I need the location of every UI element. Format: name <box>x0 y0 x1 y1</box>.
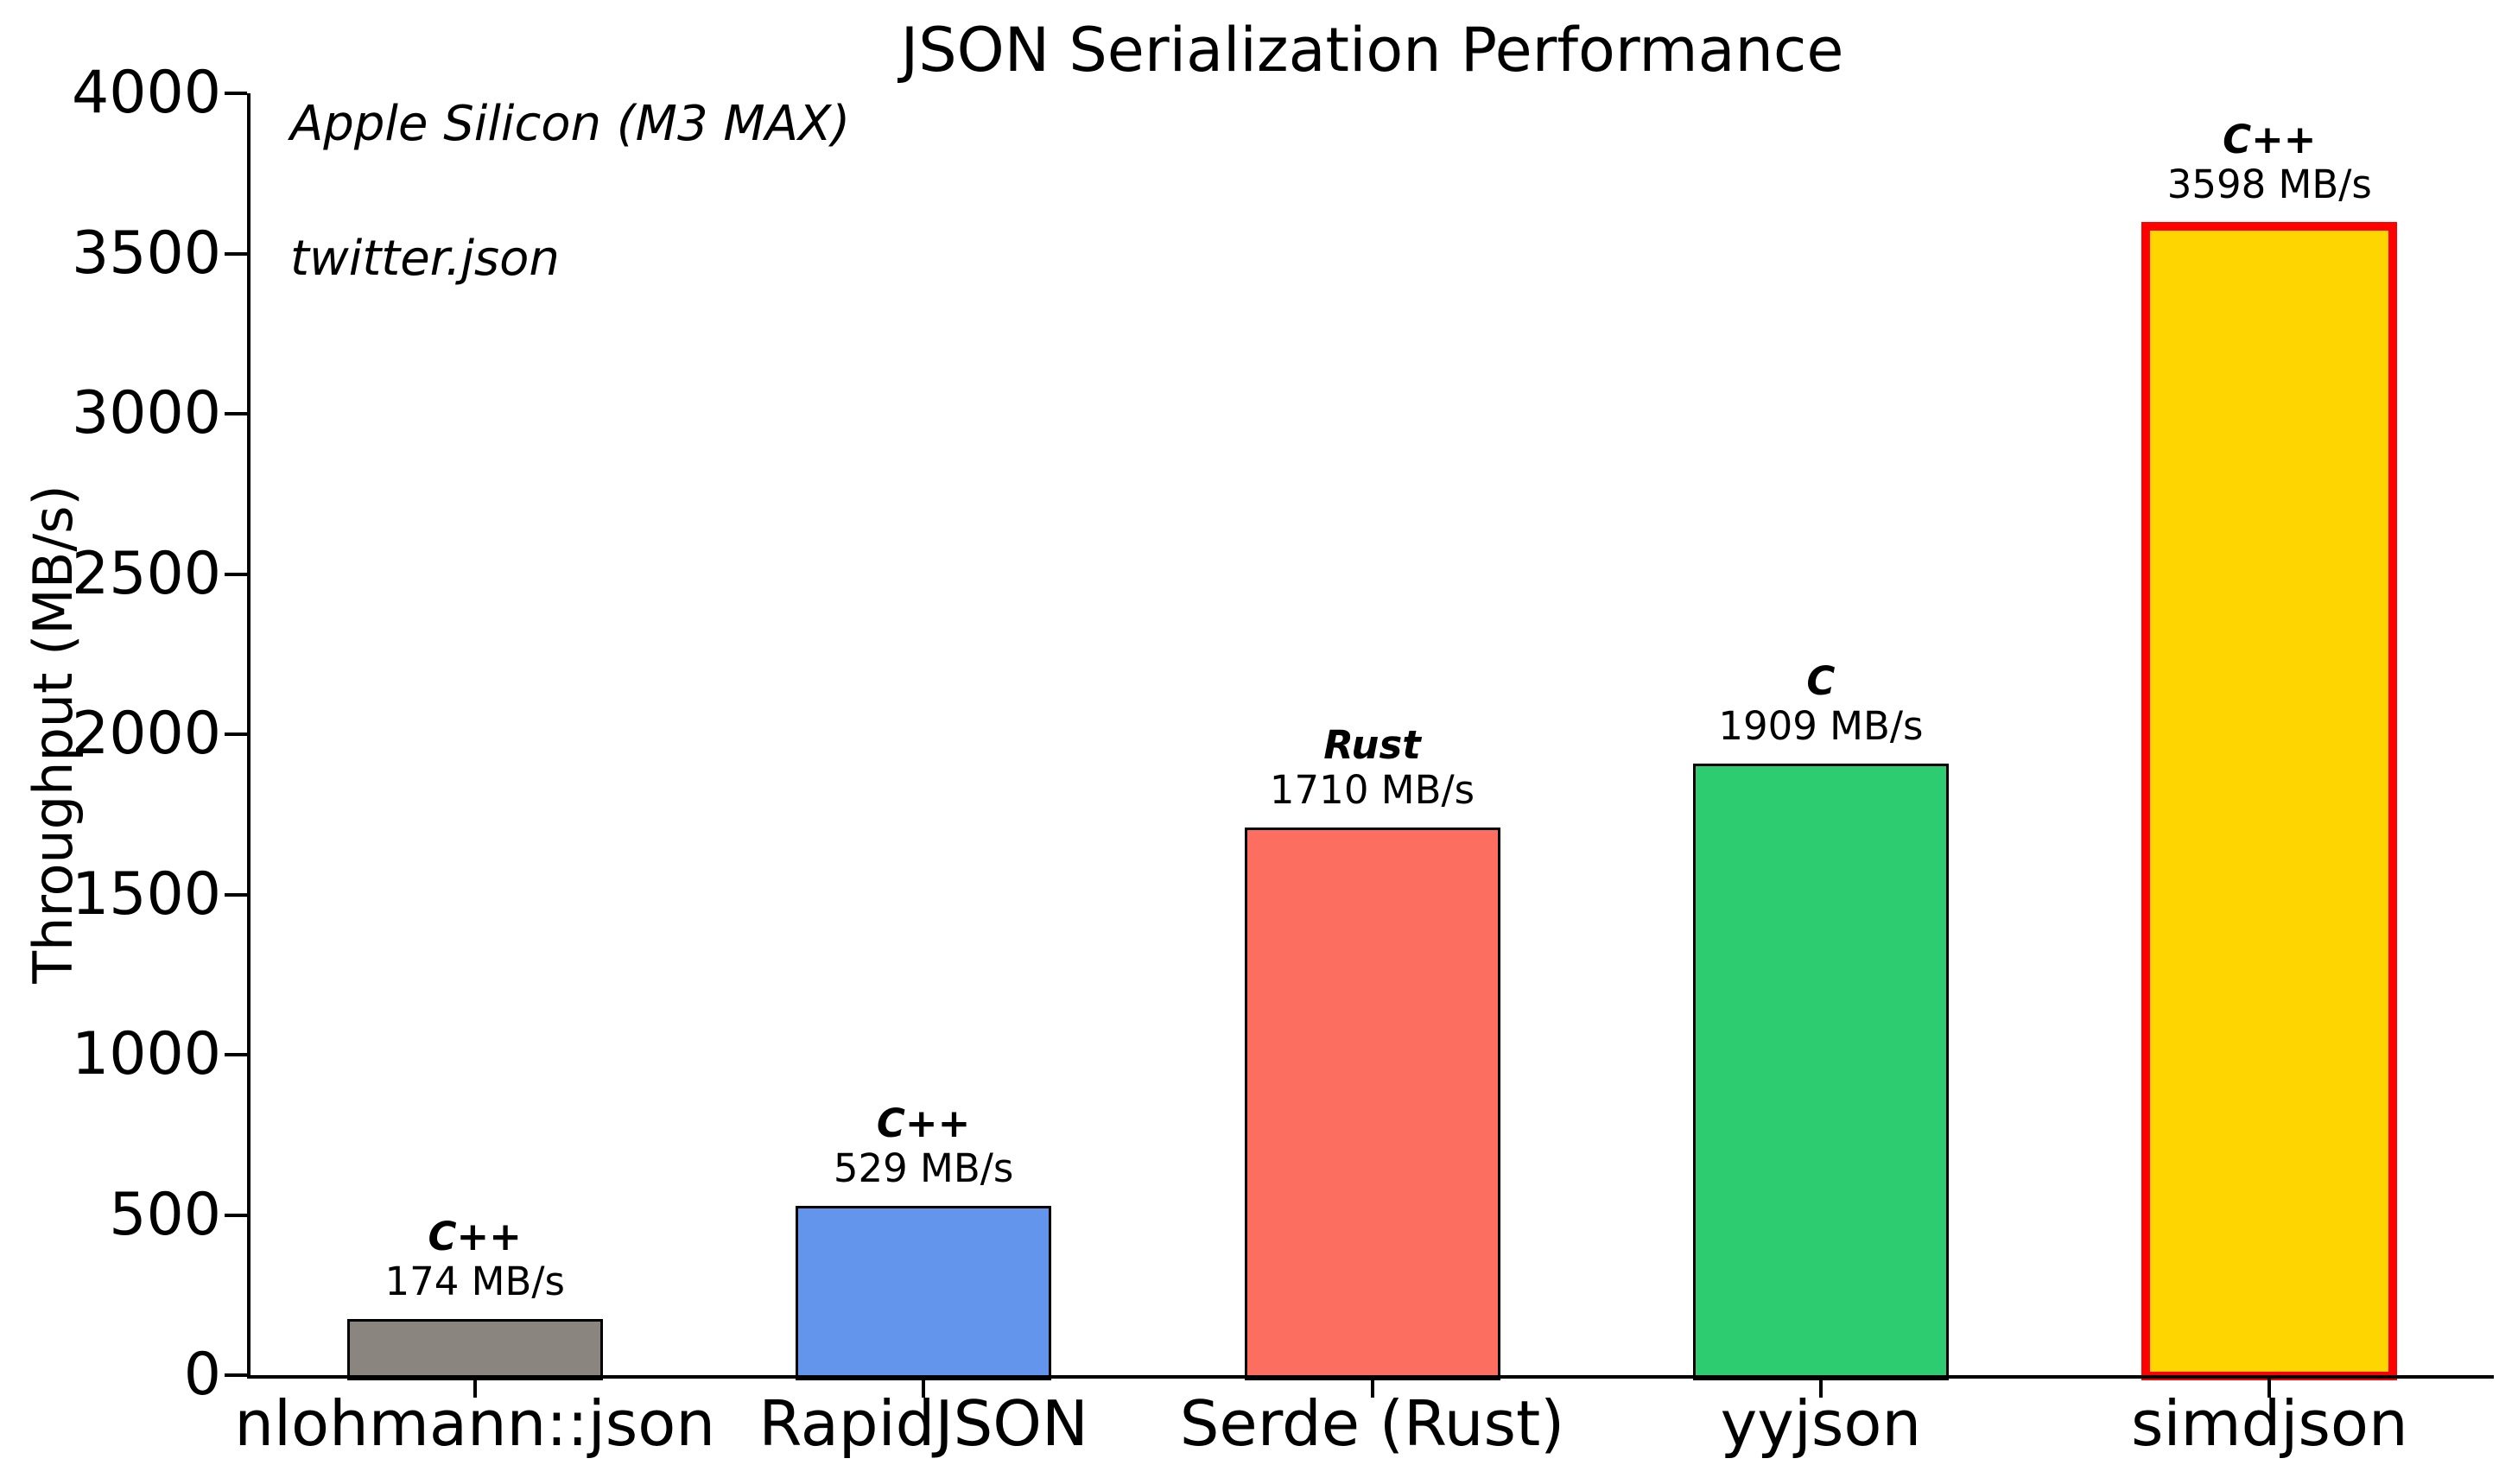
bar-language-label: C++ <box>2223 117 2317 163</box>
x-tick-mark <box>1370 1379 1374 1398</box>
bar-yyjson <box>1692 763 1949 1380</box>
chart-title: JSON Serialization Performance <box>900 15 1844 86</box>
y-tick-label: 0 <box>183 1341 221 1409</box>
bar-caption: C++ 529 MB/s <box>664 1100 1183 1190</box>
x-category-label: Serde (Rust) <box>1179 1387 1565 1460</box>
annotation-dataset: twitter.json <box>290 231 560 287</box>
bar-caption: C 1909 MB/s <box>1562 658 2080 748</box>
y-tick-label: 2500 <box>71 539 221 608</box>
bar-value-label: 174 MB/s <box>384 1259 565 1305</box>
x-tick-mark <box>2267 1379 2272 1398</box>
x-axis-spine <box>247 1375 2494 1379</box>
bar-rapidjson <box>796 1205 1052 1380</box>
x-category-label: nlohmann::json <box>234 1387 715 1460</box>
bar-simdjson <box>2141 222 2398 1380</box>
y-tick-label: 1500 <box>71 859 221 929</box>
bar-language-label: Rust <box>1323 721 1421 768</box>
x-category-label: RapidJSON <box>758 1387 1088 1460</box>
x-tick-mark <box>473 1379 477 1398</box>
bar-language-label: C++ <box>428 1214 522 1260</box>
x-tick-mark <box>922 1379 926 1398</box>
y-tick-mark <box>225 732 247 736</box>
y-tick-mark <box>225 572 247 576</box>
y-tick-mark <box>225 1373 247 1377</box>
y-tick-label: 2000 <box>71 700 221 768</box>
bar-nlohmann-json <box>346 1319 603 1380</box>
bar-language-label: C <box>1806 657 1836 704</box>
y-tick-label: 3500 <box>71 219 221 288</box>
y-tick-label: 500 <box>109 1180 221 1249</box>
y-tick-label: 1000 <box>71 1020 221 1088</box>
bar-value-label: 3598 MB/s <box>2166 162 2372 208</box>
bar-caption: C++ 174 MB/s <box>216 1214 734 1303</box>
bar-language-label: C++ <box>876 1100 971 1146</box>
bar-caption: C++ 3598 MB/s <box>2010 117 2518 206</box>
y-tick-mark <box>225 412 247 415</box>
annotation-hardware: Apple Silicon (M3 MAX) <box>290 96 851 152</box>
bar-value-label: 1710 MB/s <box>1269 766 1475 813</box>
y-tick-mark <box>225 1053 247 1056</box>
bar-value-label: 1909 MB/s <box>1718 702 1924 749</box>
y-tick-mark <box>225 92 247 95</box>
bar-value-label: 529 MB/s <box>833 1145 1014 1191</box>
y-tick-mark <box>225 1213 247 1217</box>
y-tick-mark <box>225 251 247 256</box>
y-tick-label: 3000 <box>71 379 221 447</box>
bar-caption: Rust 1710 MB/s <box>1113 722 1632 812</box>
x-tick-mark <box>1818 1379 1823 1398</box>
y-tick-label: 4000 <box>71 59 221 127</box>
y-tick-mark <box>225 892 247 897</box>
y-axis-spine <box>247 93 251 1379</box>
bar-serde-rust- <box>1244 827 1500 1380</box>
x-category-label: simdjson <box>2131 1387 2408 1460</box>
x-category-label: yyjson <box>1720 1387 1922 1460</box>
